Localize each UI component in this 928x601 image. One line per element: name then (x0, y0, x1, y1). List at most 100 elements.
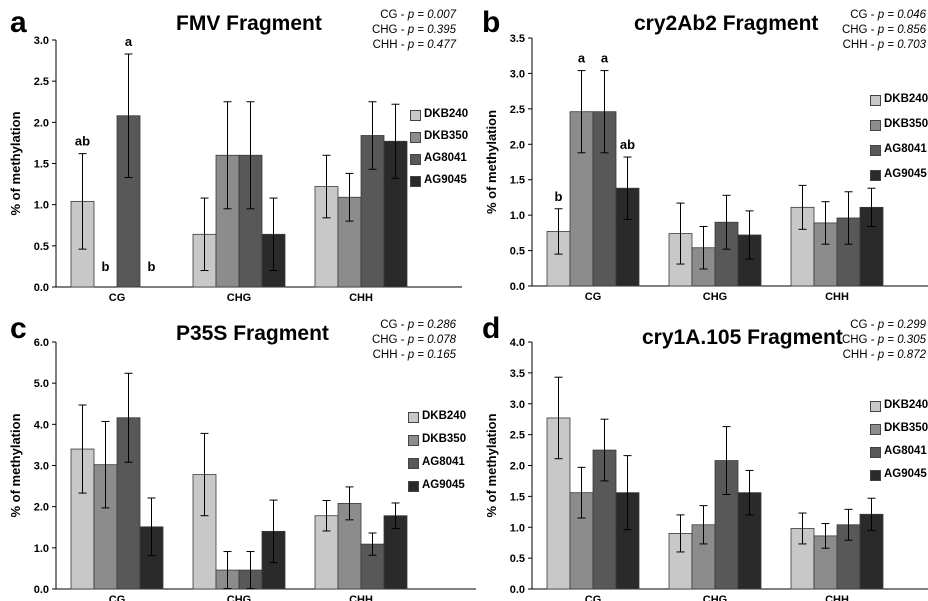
legend-label: DKB350 (424, 130, 469, 142)
y-tick-label: 2.5 (510, 430, 525, 442)
chart-title: cry1A.105 Fragment (642, 326, 843, 349)
x-category-label: CHG (703, 291, 727, 303)
x-category-label: CHG (227, 292, 251, 304)
y-tick-label: 3.0 (510, 399, 525, 411)
p-value: p = 0.078 (407, 334, 456, 346)
y-tick-label: 2.5 (34, 76, 49, 88)
y-tick-label: 0.0 (34, 282, 49, 294)
x-category-label: CG (109, 292, 126, 304)
p-value-line: CHG - p = 0.305 (842, 333, 926, 348)
legend-swatch (870, 95, 881, 106)
y-tick-label: 5.0 (34, 378, 49, 390)
legend-swatch (870, 447, 881, 458)
legend-swatch (410, 110, 421, 121)
legend-swatch (408, 481, 419, 492)
legend-label: DKB350 (884, 422, 928, 434)
p-value-line: CG - p = 0.286 (372, 318, 456, 333)
p-value-context: CHG - (371, 334, 408, 346)
legend-swatch (410, 132, 421, 143)
legend-swatch (870, 424, 881, 435)
y-tick-label: 4.0 (34, 419, 49, 431)
p-value-context: CHG - (841, 24, 878, 36)
y-tick-label: 3.0 (34, 461, 49, 473)
p-value: p = 0.856 (877, 24, 926, 36)
p-value: p = 0.305 (877, 334, 926, 346)
p-value-context: CHH - (372, 349, 408, 361)
p-value-context: CHG - (841, 334, 878, 346)
p-value: p = 0.046 (877, 9, 926, 21)
legend-swatch (408, 458, 419, 469)
significance-letter: ab (620, 137, 635, 152)
legend-swatch (870, 170, 881, 181)
chart-title: cry2Ab2 Fragment (634, 12, 819, 35)
p-value-context: CHH - (372, 39, 408, 51)
p-value-context: CHH - (842, 349, 878, 361)
y-tick-label: 1.0 (510, 210, 525, 222)
x-category-label: CG (585, 594, 602, 601)
p-value-context: CG - (850, 9, 878, 21)
significance-letter: ab (75, 134, 90, 149)
y-tick-label: 3.0 (34, 35, 49, 47)
p-value: p = 0.007 (407, 9, 456, 21)
p-value-line: CHH - p = 0.872 (842, 348, 926, 363)
chart-svg: 0.0 0.5 1.0 1.5 2.0 2.5 3.0 3.5 % of methylation… (484, 33, 928, 303)
p-value: p = 0.165 (407, 349, 456, 361)
x-category-label: CG (109, 594, 126, 601)
p-value-line: CHG - p = 0.395 (372, 23, 456, 38)
legend-swatch (408, 412, 419, 423)
y-tick-label: 0.5 (34, 241, 49, 253)
chart-svg: 0.0 0.5 1.0 1.5 2.0 2.5 3.0 3.5 4.0 % of methylat… (484, 337, 928, 601)
y-tick-label: 3.5 (510, 368, 525, 380)
legend-label: DKB240 (884, 93, 928, 105)
legend-swatch (870, 120, 881, 131)
x-category-label: CHG (703, 594, 727, 601)
legend-swatch (870, 401, 881, 412)
x-category-label: CHH (349, 292, 373, 304)
panel-letter: b (482, 6, 501, 39)
significance-letter: a (578, 51, 586, 66)
y-tick-label: 6.0 (34, 337, 49, 349)
y-tick-label: 1.0 (34, 200, 49, 212)
p-value-context: CHG - (371, 24, 408, 36)
y-tick-label: 2.0 (510, 139, 525, 151)
panel-letter: a (10, 6, 27, 39)
p-value: p = 0.395 (407, 24, 456, 36)
y-tick-label: 0.0 (510, 281, 525, 293)
legend-label: AG8041 (884, 143, 927, 155)
y-axis-label: % of methylation (8, 111, 23, 215)
legend-label: AG9045 (884, 468, 927, 480)
legend-swatch (410, 176, 421, 187)
legend-label: DKB240 (422, 410, 467, 422)
legend-label: AG8041 (424, 152, 467, 164)
significance-letter: b (102, 259, 110, 274)
p-value-box: CG - p = 0.007 CHG - p = 0.395 CHH - p = 0… (372, 8, 456, 53)
x-category-label: CHH (825, 594, 849, 601)
chart-panel-d: 0.0 0.5 1.0 1.5 2.0 2.5 3.0 3.5 4.0 % of methylat… (470, 310, 928, 601)
chart-panel-b: 0.0 0.5 1.0 1.5 2.0 2.5 3.0 3.5 % of methylation… (470, 0, 928, 303)
chart-panel-c: 0.0 1.0 2.0 3.0 4.0 5.0 6.0 % of methylation CG C… (0, 310, 476, 601)
legend-swatch (408, 435, 419, 446)
p-value: p = 0.477 (407, 39, 456, 51)
legend-label: DKB240 (884, 399, 928, 411)
y-tick-label: 2.0 (510, 461, 525, 473)
legend-label: DKB350 (422, 433, 467, 445)
p-value-box: CG - p = 0.046 CHG - p = 0.856 CHH - p = 0… (842, 8, 926, 53)
y-tick-label: 0.5 (510, 246, 525, 258)
y-tick-label: 2.5 (510, 104, 525, 116)
y-tick-label: 0.0 (510, 584, 525, 596)
p-value-context: CHH - (842, 39, 878, 51)
p-value: p = 0.703 (877, 39, 926, 51)
significance-letter: a (601, 51, 609, 66)
legend-label: AG8041 (422, 456, 465, 468)
chart-svg: 0.0 0.5 1.0 1.5 2.0 2.5 3.0 % of methylation CG C… (8, 34, 462, 304)
p-value-box: CG - p = 0.286 CHG - p = 0.078 CHH - p = 0… (372, 318, 456, 363)
significance-letter: b (148, 259, 156, 274)
y-tick-label: 4.0 (510, 337, 525, 349)
y-tick-label: 3.5 (510, 33, 525, 45)
p-value-line: CG - p = 0.299 (842, 318, 926, 333)
p-value-line: CHG - p = 0.078 (372, 333, 456, 348)
y-axis-label: % of methylation (8, 413, 23, 517)
significance-letter: a (125, 34, 133, 49)
y-tick-label: 1.5 (510, 175, 525, 187)
panel-letter: d (482, 312, 501, 345)
